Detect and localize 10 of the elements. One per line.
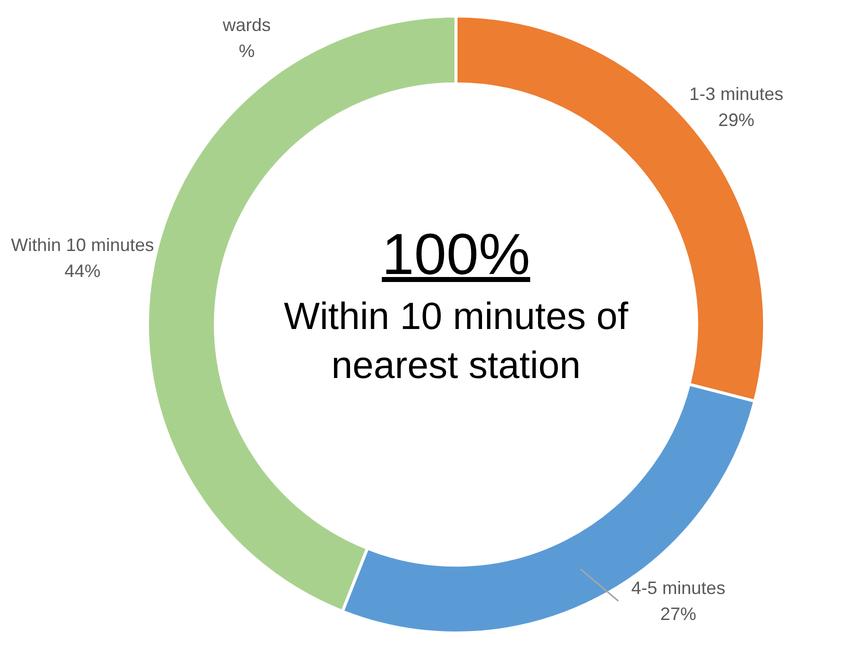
text: Within 10 minutes of nearest station (282, 294, 630, 390)
category-label: wards (222, 14, 271, 35)
data-label: 44% (64, 260, 101, 281)
text: % (238, 40, 255, 61)
text: 100% (380, 222, 532, 287)
data-label: 29% (718, 110, 754, 130)
slice-label: Within 10 minutes (10, 234, 154, 255)
slice-label: 1-3 minutes (689, 84, 784, 104)
slice-label: 4-5 minutes (631, 578, 726, 598)
data-label: 27% (660, 604, 696, 624)
